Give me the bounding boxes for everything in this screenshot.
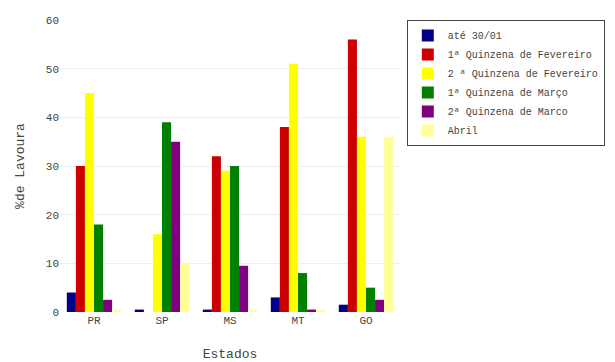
svg-text:GO: GO bbox=[359, 315, 373, 327]
svg-text:1ª Quinzena de Fevereiro: 1ª Quinzena de Fevereiro bbox=[448, 50, 592, 61]
svg-text:MS: MS bbox=[223, 315, 237, 327]
svg-text:%de Lavoura: %de Lavoura bbox=[13, 123, 28, 209]
svg-text:40: 40 bbox=[46, 112, 59, 124]
svg-text:60: 60 bbox=[46, 15, 59, 27]
svg-text:SP: SP bbox=[155, 315, 169, 327]
svg-text:2 ª Quinzena de Fevereiro: 2 ª Quinzena de Fevereiro bbox=[448, 69, 598, 80]
svg-text:2ª Quinzena de Marco: 2ª Quinzena de Marco bbox=[448, 107, 568, 118]
svg-text:Estados: Estados bbox=[203, 347, 258, 362]
svg-text:até 30/01: até 30/01 bbox=[448, 31, 502, 42]
svg-text:Abril: Abril bbox=[448, 126, 478, 137]
svg-text:30: 30 bbox=[46, 161, 59, 173]
svg-text:MT: MT bbox=[291, 315, 305, 327]
svg-text:20: 20 bbox=[46, 210, 59, 222]
svg-text:50: 50 bbox=[46, 64, 59, 76]
svg-text:PR: PR bbox=[87, 315, 101, 327]
svg-text:10: 10 bbox=[46, 258, 59, 270]
svg-text:1ª Quinzena de Março: 1ª Quinzena de Março bbox=[448, 88, 568, 99]
svg-text:0: 0 bbox=[52, 307, 59, 319]
